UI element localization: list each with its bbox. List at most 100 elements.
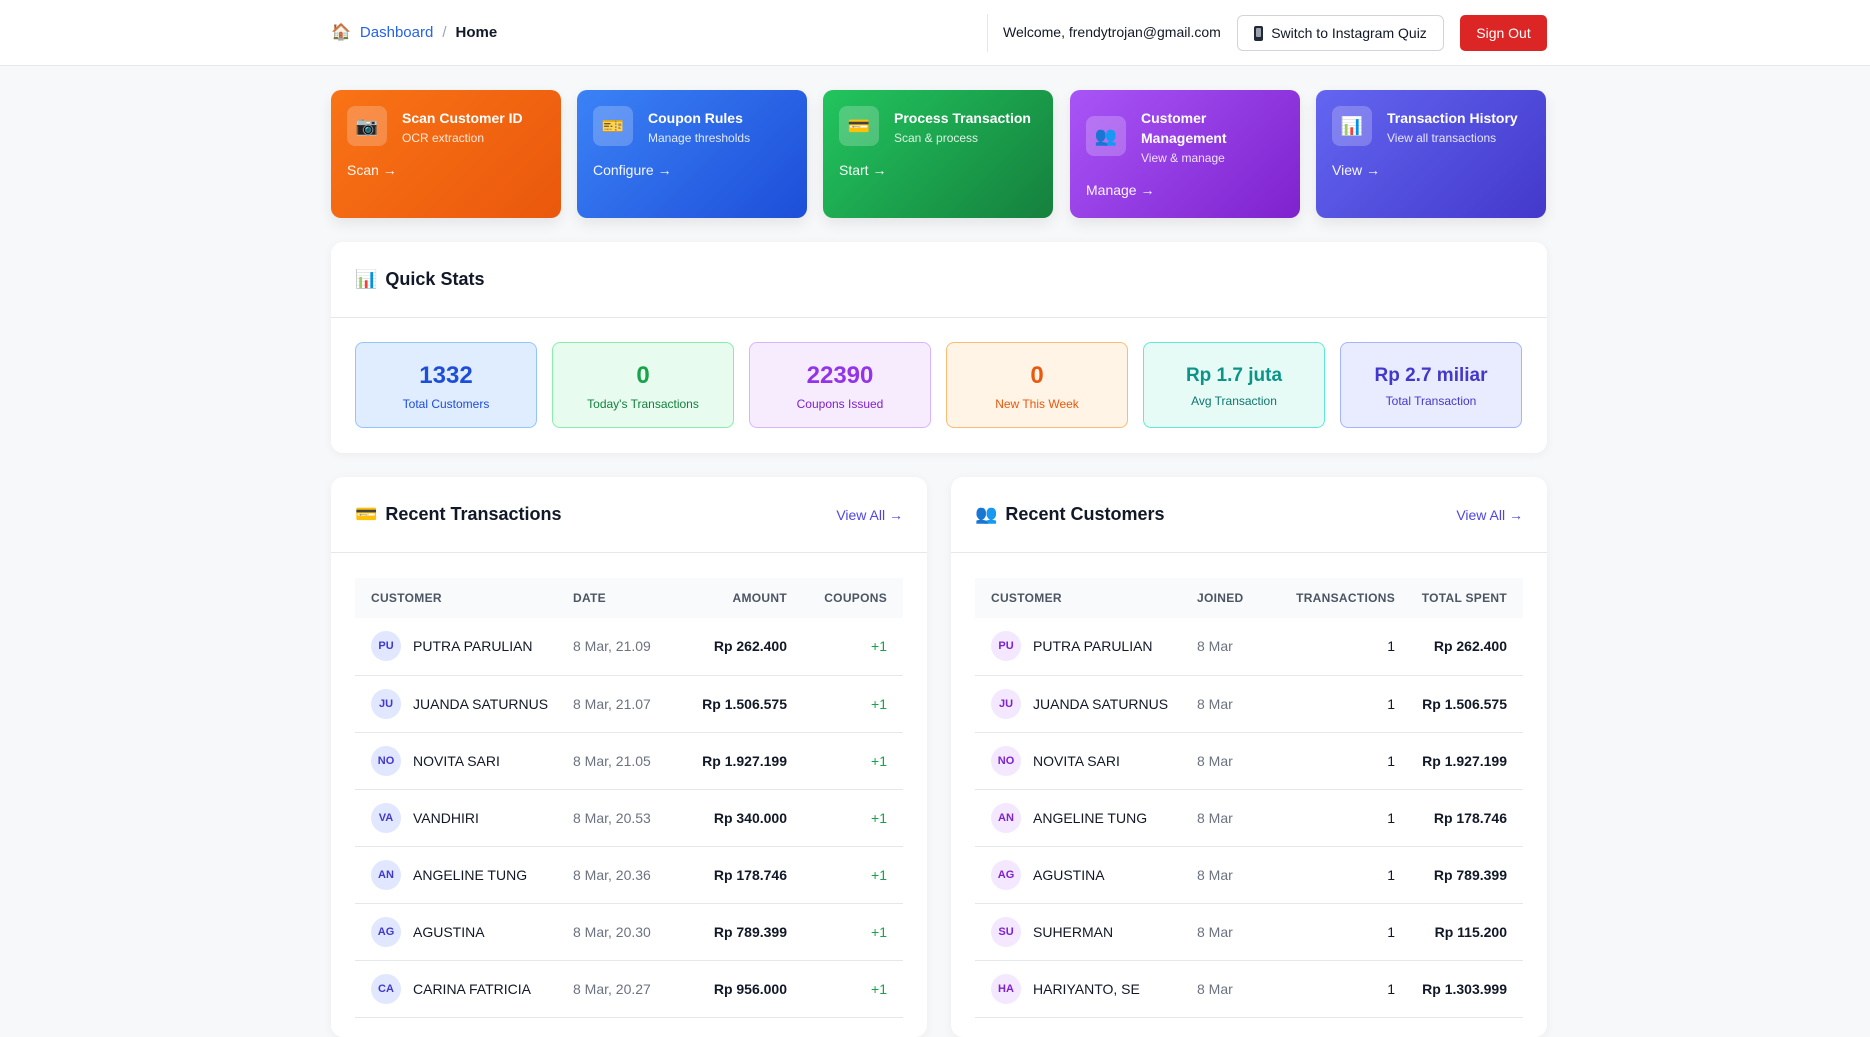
column-header: Amount [689,578,787,618]
transaction-date: 8 Mar, 20.36 [573,846,689,904]
header-divider [987,14,988,52]
transaction-amount: Rp 178.746 [689,846,787,904]
total-spent: Rp 115.200 [1395,903,1523,961]
table-row[interactable]: JU JUANDA SATURNUS 8 Mar, 21.07 Rp 1.506.57… [355,675,903,733]
stat-total-customers: 1332 Total Customers [355,342,537,428]
switch-button-label: Switch to Instagram Quiz [1271,25,1427,41]
card-action-link[interactable]: Scan → [347,162,397,178]
joined-date: 8 Mar [1197,846,1267,904]
total-spent: Rp 789.399 [1395,846,1523,904]
stat-label: Total Customers [402,397,490,411]
transaction-count: 1 [1267,903,1395,961]
table-row[interactable]: PU PUTRA PARULIAN 8 Mar 1 Rp 262.400 [975,618,1523,676]
card-customer-management[interactable]: 👥 Customer Management View & manage Manag… [1070,90,1300,218]
column-header: Date [573,578,689,618]
total-spent: Rp 1.927.199 [1395,732,1523,790]
card-action-link[interactable]: View → [1332,162,1380,178]
total-spent: Rp 1.506.575 [1395,675,1523,733]
coupons-earned: +1 [787,960,903,1018]
column-header: Joined [1197,578,1267,618]
breadcrumb-dashboard-link[interactable]: Dashboard [359,23,434,41]
quick-stats-header: 📊 Quick Stats [331,242,1547,318]
transaction-amount: Rp 1.927.199 [689,732,787,790]
customer-name: SUHERMAN [1033,923,1114,940]
joined-date: 8 Mar [1197,675,1267,733]
table-row[interactable]: HA HARIYANTO, SE 8 Mar 1 Rp 1.303.999 [975,960,1523,1018]
avatar: HA [991,973,1021,1004]
card-scan-customer-id[interactable]: 📷 Scan Customer ID OCR extraction Scan → [331,90,561,218]
coupons-earned: +1 [787,732,903,790]
coupons-earned: +1 [787,903,903,961]
avatar: AN [371,859,401,890]
transaction-amount: Rp 340.000 [689,789,787,847]
camera-icon: 📷 [347,106,387,146]
avatar: SU [991,916,1021,947]
ticket-icon: 🎫 [593,106,633,146]
sign-out-button[interactable]: Sign Out [1460,15,1547,51]
transaction-date: 8 Mar, 21.05 [573,732,689,790]
customer-name: PUTRA PARULIAN [413,638,533,655]
table-row[interactable]: NO NOVITA SARI 8 Mar, 21.05 Rp 1.927.199 +1 [355,732,903,790]
joined-date: 8 Mar [1197,618,1267,676]
switch-to-instagram-quiz-button[interactable]: Switch to Instagram Quiz [1237,15,1444,51]
phone-icon [1254,25,1264,41]
avatar: JU [991,688,1021,719]
customer-name: JUANDA SATURNUS [413,695,549,712]
avatar: VA [371,802,401,833]
transaction-count: 1 [1267,732,1395,790]
card-process-transaction[interactable]: 💳 Process Transaction Scan & process Star… [823,90,1053,218]
table-row[interactable]: AN ANGELINE TUNG 8 Mar, 20.36 Rp 178.746 +1 [355,846,903,904]
avatar: NO [991,745,1021,776]
stat-value: Rp 2.7 miliar [1374,365,1488,386]
transaction-date: 8 Mar, 21.09 [573,618,689,676]
recent-customers-title: Recent Customers [1005,504,1165,524]
card-action-link[interactable]: Configure → [593,162,672,178]
column-header: Coupons [787,578,903,618]
card-title: Transaction History [1387,110,1518,126]
recent-customers-table: Customer Joined Transactions Total Spent… [975,578,1523,1018]
avatar: NO [371,745,401,776]
table-row[interactable]: AN ANGELINE TUNG 8 Mar 1 Rp 178.746 [975,789,1523,847]
card-coupon-rules[interactable]: 🎫 Coupon Rules Manage thresholds Configur… [577,90,807,218]
transaction-count: 1 [1267,789,1395,847]
stat-value: 22390 [806,362,874,389]
customer-name: ANGELINE TUNG [1033,809,1148,826]
view-all-customers-link[interactable]: View All → [1456,506,1523,523]
customer-name: AGUSTINA [1033,866,1105,883]
table-row[interactable]: CA CARINA FATRICIA 8 Mar, 20.27 Rp 956.000 +… [355,960,903,1018]
transaction-date: 8 Mar, 20.27 [573,960,689,1018]
column-header: Total Spent [1395,578,1523,618]
view-all-transactions-link[interactable]: View All → [836,506,903,523]
table-row[interactable]: AG AGUSTINA 8 Mar 1 Rp 789.399 [975,846,1523,904]
avatar: AN [991,802,1021,833]
breadcrumb: 🏠 Dashboard / Home [331,22,497,42]
table-row[interactable]: VA VANDHIRI 8 Mar, 20.53 Rp 340.000 +1 [355,789,903,847]
card-transaction-history[interactable]: 📊 Transaction History View all transactio… [1316,90,1546,218]
coupons-earned: +1 [787,846,903,904]
joined-date: 8 Mar [1197,960,1267,1018]
card-title: Scan Customer ID [402,110,523,126]
credit-card-icon: 💳 [355,504,378,524]
card-title: Coupon Rules [648,110,743,126]
transaction-amount: Rp 789.399 [689,903,787,961]
recent-customers-panel: 👥 Recent Customers View All → Customer Jo… [951,477,1547,1037]
house-icon: 🏠 [331,24,351,41]
total-spent: Rp 178.746 [1395,789,1523,847]
transaction-count: 1 [1267,960,1395,1018]
transaction-amount: Rp 956.000 [689,960,787,1018]
card-action-link[interactable]: Manage → [1086,182,1155,198]
table-row[interactable]: NO NOVITA SARI 8 Mar 1 Rp 1.927.199 [975,732,1523,790]
transaction-count: 1 [1267,846,1395,904]
stat-label: Avg Transaction [1191,394,1277,408]
chart-icon: 📊 [1332,106,1372,146]
transaction-amount: Rp 1.506.575 [689,675,787,733]
customer-name: NOVITA SARI [413,752,500,769]
table-row[interactable]: AG AGUSTINA 8 Mar, 20.30 Rp 789.399 +1 [355,903,903,961]
table-row[interactable]: PU PUTRA PARULIAN 8 Mar, 21.09 Rp 262.400 +1 [355,618,903,676]
table-row[interactable]: SU SUHERMAN 8 Mar 1 Rp 115.200 [975,903,1523,961]
card-action-link[interactable]: Start → [839,162,887,178]
stat-value: 0 [1030,362,1044,389]
recent-transactions-panel: 💳 Recent Transactions View All → Customer… [331,477,927,1037]
card-subtitle: Scan & process [894,131,979,145]
table-row[interactable]: JU JUANDA SATURNUS 8 Mar 1 Rp 1.506.575 [975,675,1523,733]
